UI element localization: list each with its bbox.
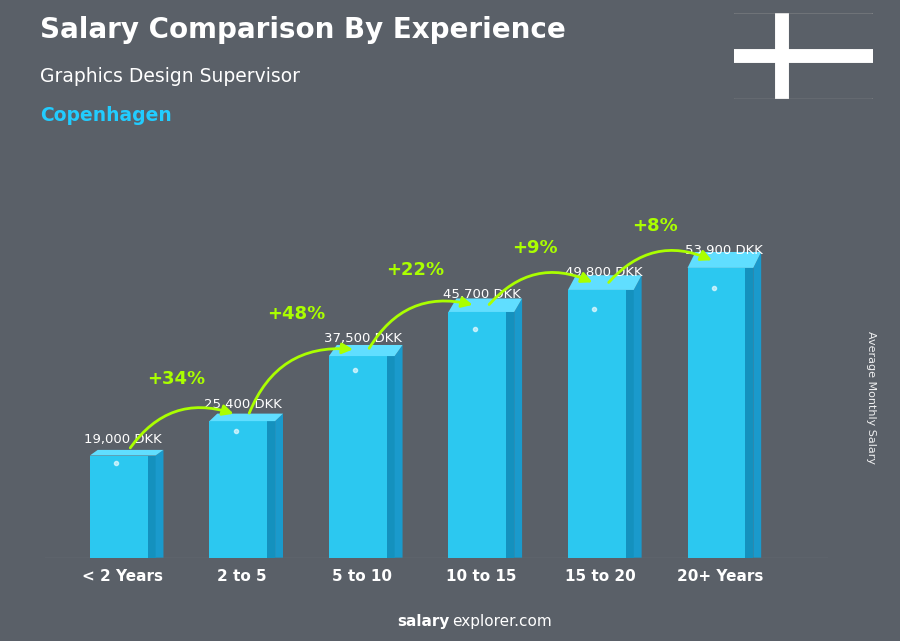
Polygon shape bbox=[745, 268, 753, 558]
Polygon shape bbox=[753, 252, 761, 558]
Polygon shape bbox=[328, 345, 402, 356]
Polygon shape bbox=[90, 450, 164, 456]
Polygon shape bbox=[387, 356, 395, 558]
Text: Average Monthly Salary: Average Monthly Salary bbox=[866, 331, 877, 464]
Text: explorer.com: explorer.com bbox=[452, 615, 552, 629]
Polygon shape bbox=[568, 275, 642, 290]
Text: +34%: +34% bbox=[148, 370, 205, 388]
Text: +8%: +8% bbox=[632, 217, 678, 235]
Polygon shape bbox=[514, 299, 522, 558]
Polygon shape bbox=[448, 299, 522, 312]
Text: Copenhagen: Copenhagen bbox=[40, 106, 172, 125]
Polygon shape bbox=[507, 312, 514, 558]
Polygon shape bbox=[156, 450, 164, 558]
Text: 49,800 DKK: 49,800 DKK bbox=[565, 266, 643, 279]
Polygon shape bbox=[568, 290, 634, 558]
Text: +9%: +9% bbox=[512, 238, 558, 256]
Text: 53,900 DKK: 53,900 DKK bbox=[685, 244, 762, 257]
Polygon shape bbox=[90, 456, 156, 558]
Text: salary: salary bbox=[398, 615, 450, 629]
Polygon shape bbox=[328, 356, 395, 558]
Text: Salary Comparison By Experience: Salary Comparison By Experience bbox=[40, 16, 566, 44]
Polygon shape bbox=[626, 290, 634, 558]
Text: 25,400 DKK: 25,400 DKK bbox=[204, 399, 282, 412]
Polygon shape bbox=[448, 312, 514, 558]
Text: 45,700 DKK: 45,700 DKK bbox=[443, 288, 521, 301]
Text: +48%: +48% bbox=[267, 304, 325, 322]
Text: 37,500 DKK: 37,500 DKK bbox=[323, 332, 401, 345]
Polygon shape bbox=[275, 413, 283, 558]
Polygon shape bbox=[688, 252, 761, 268]
Polygon shape bbox=[210, 413, 283, 421]
Polygon shape bbox=[267, 421, 275, 558]
Text: +22%: +22% bbox=[386, 261, 445, 279]
Polygon shape bbox=[634, 275, 642, 558]
Polygon shape bbox=[688, 268, 753, 558]
Polygon shape bbox=[148, 456, 156, 558]
Polygon shape bbox=[210, 421, 275, 558]
Polygon shape bbox=[395, 345, 402, 558]
Text: 19,000 DKK: 19,000 DKK bbox=[85, 433, 162, 446]
Text: Graphics Design Supervisor: Graphics Design Supervisor bbox=[40, 67, 301, 87]
